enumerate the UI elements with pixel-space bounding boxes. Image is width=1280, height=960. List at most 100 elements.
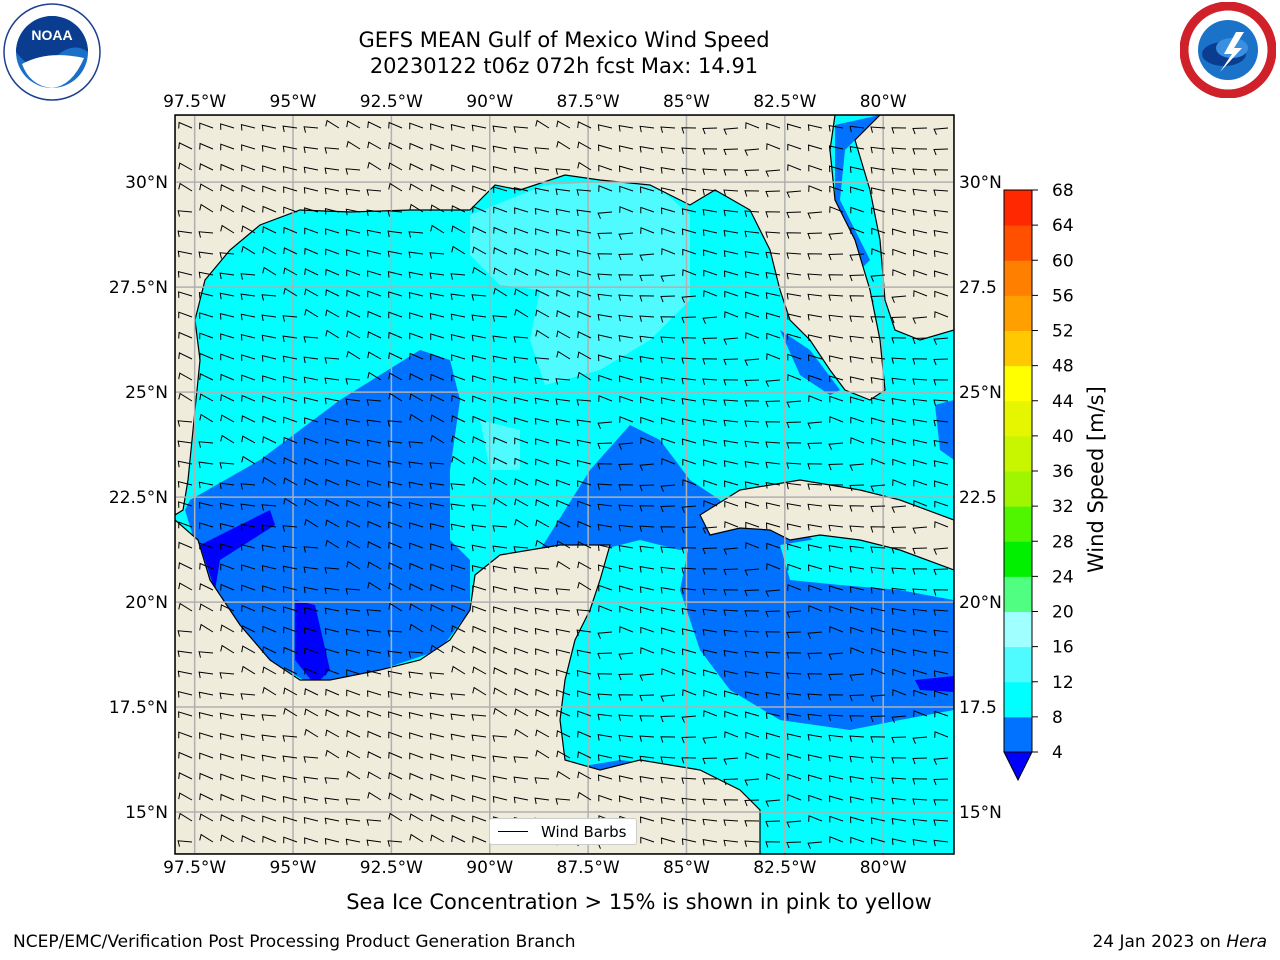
wind-barb-icon bbox=[220, 624, 235, 633]
wind-barb-icon bbox=[513, 126, 529, 133]
wind-barb-icon bbox=[472, 666, 487, 675]
wind-barb-icon bbox=[660, 316, 676, 323]
wind-barb-icon bbox=[660, 146, 676, 154]
wind-barb-icon bbox=[366, 629, 382, 637]
wind-barb-icon bbox=[430, 773, 445, 781]
wind-barb-icon bbox=[388, 812, 403, 822]
wind-barb-icon bbox=[870, 274, 886, 282]
wind-barb-icon bbox=[577, 121, 592, 129]
svg-text:NOAA: NOAA bbox=[31, 27, 72, 43]
wind-barb-icon bbox=[577, 561, 592, 570]
florida-keys-land bbox=[854, 115, 954, 341]
wind-barb-icon bbox=[409, 542, 424, 550]
wind-barb-icon bbox=[177, 270, 193, 278]
wind-barb-icon bbox=[849, 355, 865, 363]
wind-barb-icon bbox=[702, 358, 718, 365]
wind-barb-icon bbox=[723, 778, 739, 786]
wind-barb-icon bbox=[891, 567, 907, 574]
wind-barb-icon bbox=[807, 273, 823, 280]
wind-barb-icon bbox=[556, 750, 571, 759]
wind-barb-icon bbox=[430, 204, 445, 213]
wind-barb-icon bbox=[283, 436, 298, 444]
colorbar-segment bbox=[1004, 576, 1032, 612]
wind-barb-icon bbox=[177, 840, 193, 847]
lat-tick-label-left: 30°N bbox=[125, 173, 168, 193]
wind-barb-icon bbox=[870, 627, 886, 635]
wind-barb-icon bbox=[744, 691, 760, 698]
wind-barb-icon bbox=[682, 479, 697, 486]
wind-barb-icon bbox=[220, 204, 235, 213]
wind-barb-icon bbox=[766, 122, 781, 130]
wind-barb-icon bbox=[660, 694, 676, 702]
wind-barb-icon bbox=[702, 127, 718, 135]
wind-barb-icon bbox=[828, 565, 844, 572]
wind-barb-icon bbox=[639, 166, 655, 173]
wind-barb-icon bbox=[178, 711, 193, 718]
wind-barb-icon bbox=[388, 541, 403, 549]
wind-barb-icon bbox=[199, 352, 214, 360]
wind-barb-icon bbox=[871, 248, 886, 255]
wind-barb-icon bbox=[178, 352, 193, 360]
wind-barb-icon bbox=[681, 357, 697, 364]
wind-barb-icon bbox=[367, 161, 382, 171]
wind-barb-icon bbox=[304, 227, 319, 235]
wind-barb-icon bbox=[408, 231, 424, 238]
wind-barb-icon bbox=[555, 398, 571, 406]
wind-barb-icon bbox=[702, 669, 718, 677]
wind-barb-icon bbox=[933, 480, 949, 488]
wind-barb-icon bbox=[891, 587, 907, 595]
wind-barb-icon bbox=[346, 689, 361, 697]
wind-barb-icon bbox=[597, 564, 613, 572]
wind-barb-icon bbox=[325, 438, 340, 445]
wind-barb-icon bbox=[388, 182, 403, 192]
lon-tick-label: 87.5°W bbox=[557, 92, 620, 112]
wind-barb-icon bbox=[870, 295, 886, 303]
wind-barb-icon bbox=[535, 539, 550, 549]
wind-barb-icon bbox=[535, 289, 550, 297]
wind-barb-icon bbox=[408, 251, 424, 259]
wind-barb-icon bbox=[282, 335, 298, 343]
wind-barb-icon bbox=[241, 144, 256, 151]
lat-tick-label-right: 20°N bbox=[959, 593, 1002, 613]
wind-barb-icon bbox=[472, 686, 487, 696]
map-frame bbox=[174, 114, 955, 855]
wind-barb-icon bbox=[283, 186, 298, 193]
wind-barb-icon bbox=[912, 757, 928, 765]
wind-barb-icon bbox=[241, 814, 256, 822]
wind-barb-icon bbox=[660, 776, 676, 784]
wind-barb-icon bbox=[261, 714, 277, 721]
wind-barb-icon bbox=[828, 165, 844, 173]
wind-barb-icon bbox=[178, 602, 193, 612]
wind-barb-icon bbox=[219, 482, 235, 490]
wind-barb-icon bbox=[640, 836, 655, 844]
wind-barb-icon bbox=[240, 693, 256, 700]
wind-barb-icon bbox=[849, 335, 865, 343]
wind-barb-icon bbox=[367, 520, 382, 528]
wind-barb-icon bbox=[577, 371, 592, 381]
wind-barb-icon bbox=[409, 562, 424, 570]
wind-barb-icon bbox=[933, 460, 949, 467]
wind-barb-icon bbox=[660, 484, 676, 492]
wind-barb-icon bbox=[367, 310, 382, 318]
wind-barb-icon bbox=[388, 562, 403, 570]
wind-barb-icon bbox=[745, 521, 760, 529]
wind-barb-icon bbox=[808, 584, 823, 592]
wind-barb-icon bbox=[870, 166, 886, 174]
wind-barb-icon bbox=[744, 799, 760, 807]
wind-barb-icon bbox=[618, 355, 634, 362]
wind-barb-icon bbox=[283, 836, 298, 844]
wind-barb-icon bbox=[303, 606, 319, 614]
wind-barb-icon bbox=[661, 668, 676, 675]
wind-barb-icon bbox=[303, 566, 319, 574]
wind-barb-icon bbox=[262, 226, 277, 234]
wind-barb-icon bbox=[345, 608, 361, 616]
wind-barb-icon bbox=[723, 148, 739, 156]
wind-barb-icon bbox=[241, 665, 256, 675]
wind-barb-icon bbox=[891, 547, 907, 554]
wind-barb-icon bbox=[534, 607, 550, 615]
wind-barb-icon bbox=[912, 778, 928, 785]
wind-barb-icon bbox=[597, 211, 613, 219]
wind-barb-icon bbox=[514, 647, 529, 655]
wind-barb-icon bbox=[682, 248, 697, 256]
wind-barb-icon bbox=[199, 312, 214, 319]
